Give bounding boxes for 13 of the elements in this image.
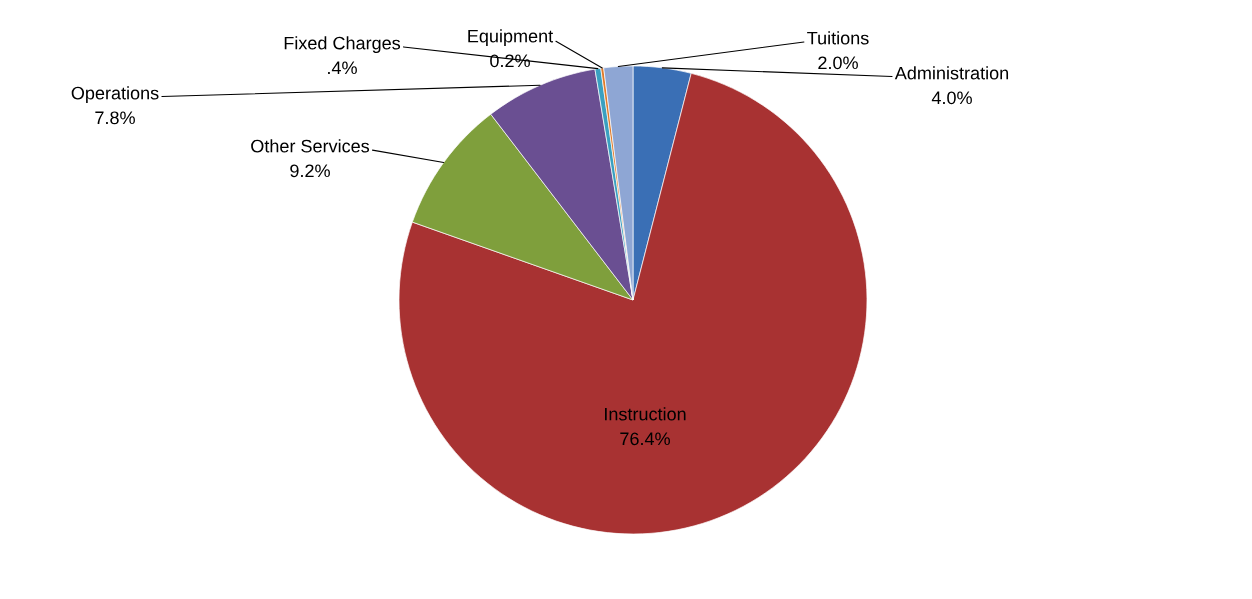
data-label: 7.8%	[95, 111, 135, 125]
data-label: 9.2%	[290, 164, 330, 178]
slice-label: Operations	[71, 86, 159, 104]
slice-label: Other Services	[251, 139, 370, 153]
slice-label: Fixed Charges	[284, 36, 401, 54]
slice-label: Instruction	[605, 407, 686, 421]
data-label: 76.4%	[620, 432, 670, 446]
slice-label: Equipment	[468, 29, 554, 47]
slice-label: Tuitions	[807, 31, 869, 45]
data-label: 2.0%	[818, 56, 858, 70]
data-label: 4.0%	[931, 91, 972, 105]
data-label: .4%	[328, 61, 357, 75]
slice-label: Administration	[894, 66, 1009, 80]
